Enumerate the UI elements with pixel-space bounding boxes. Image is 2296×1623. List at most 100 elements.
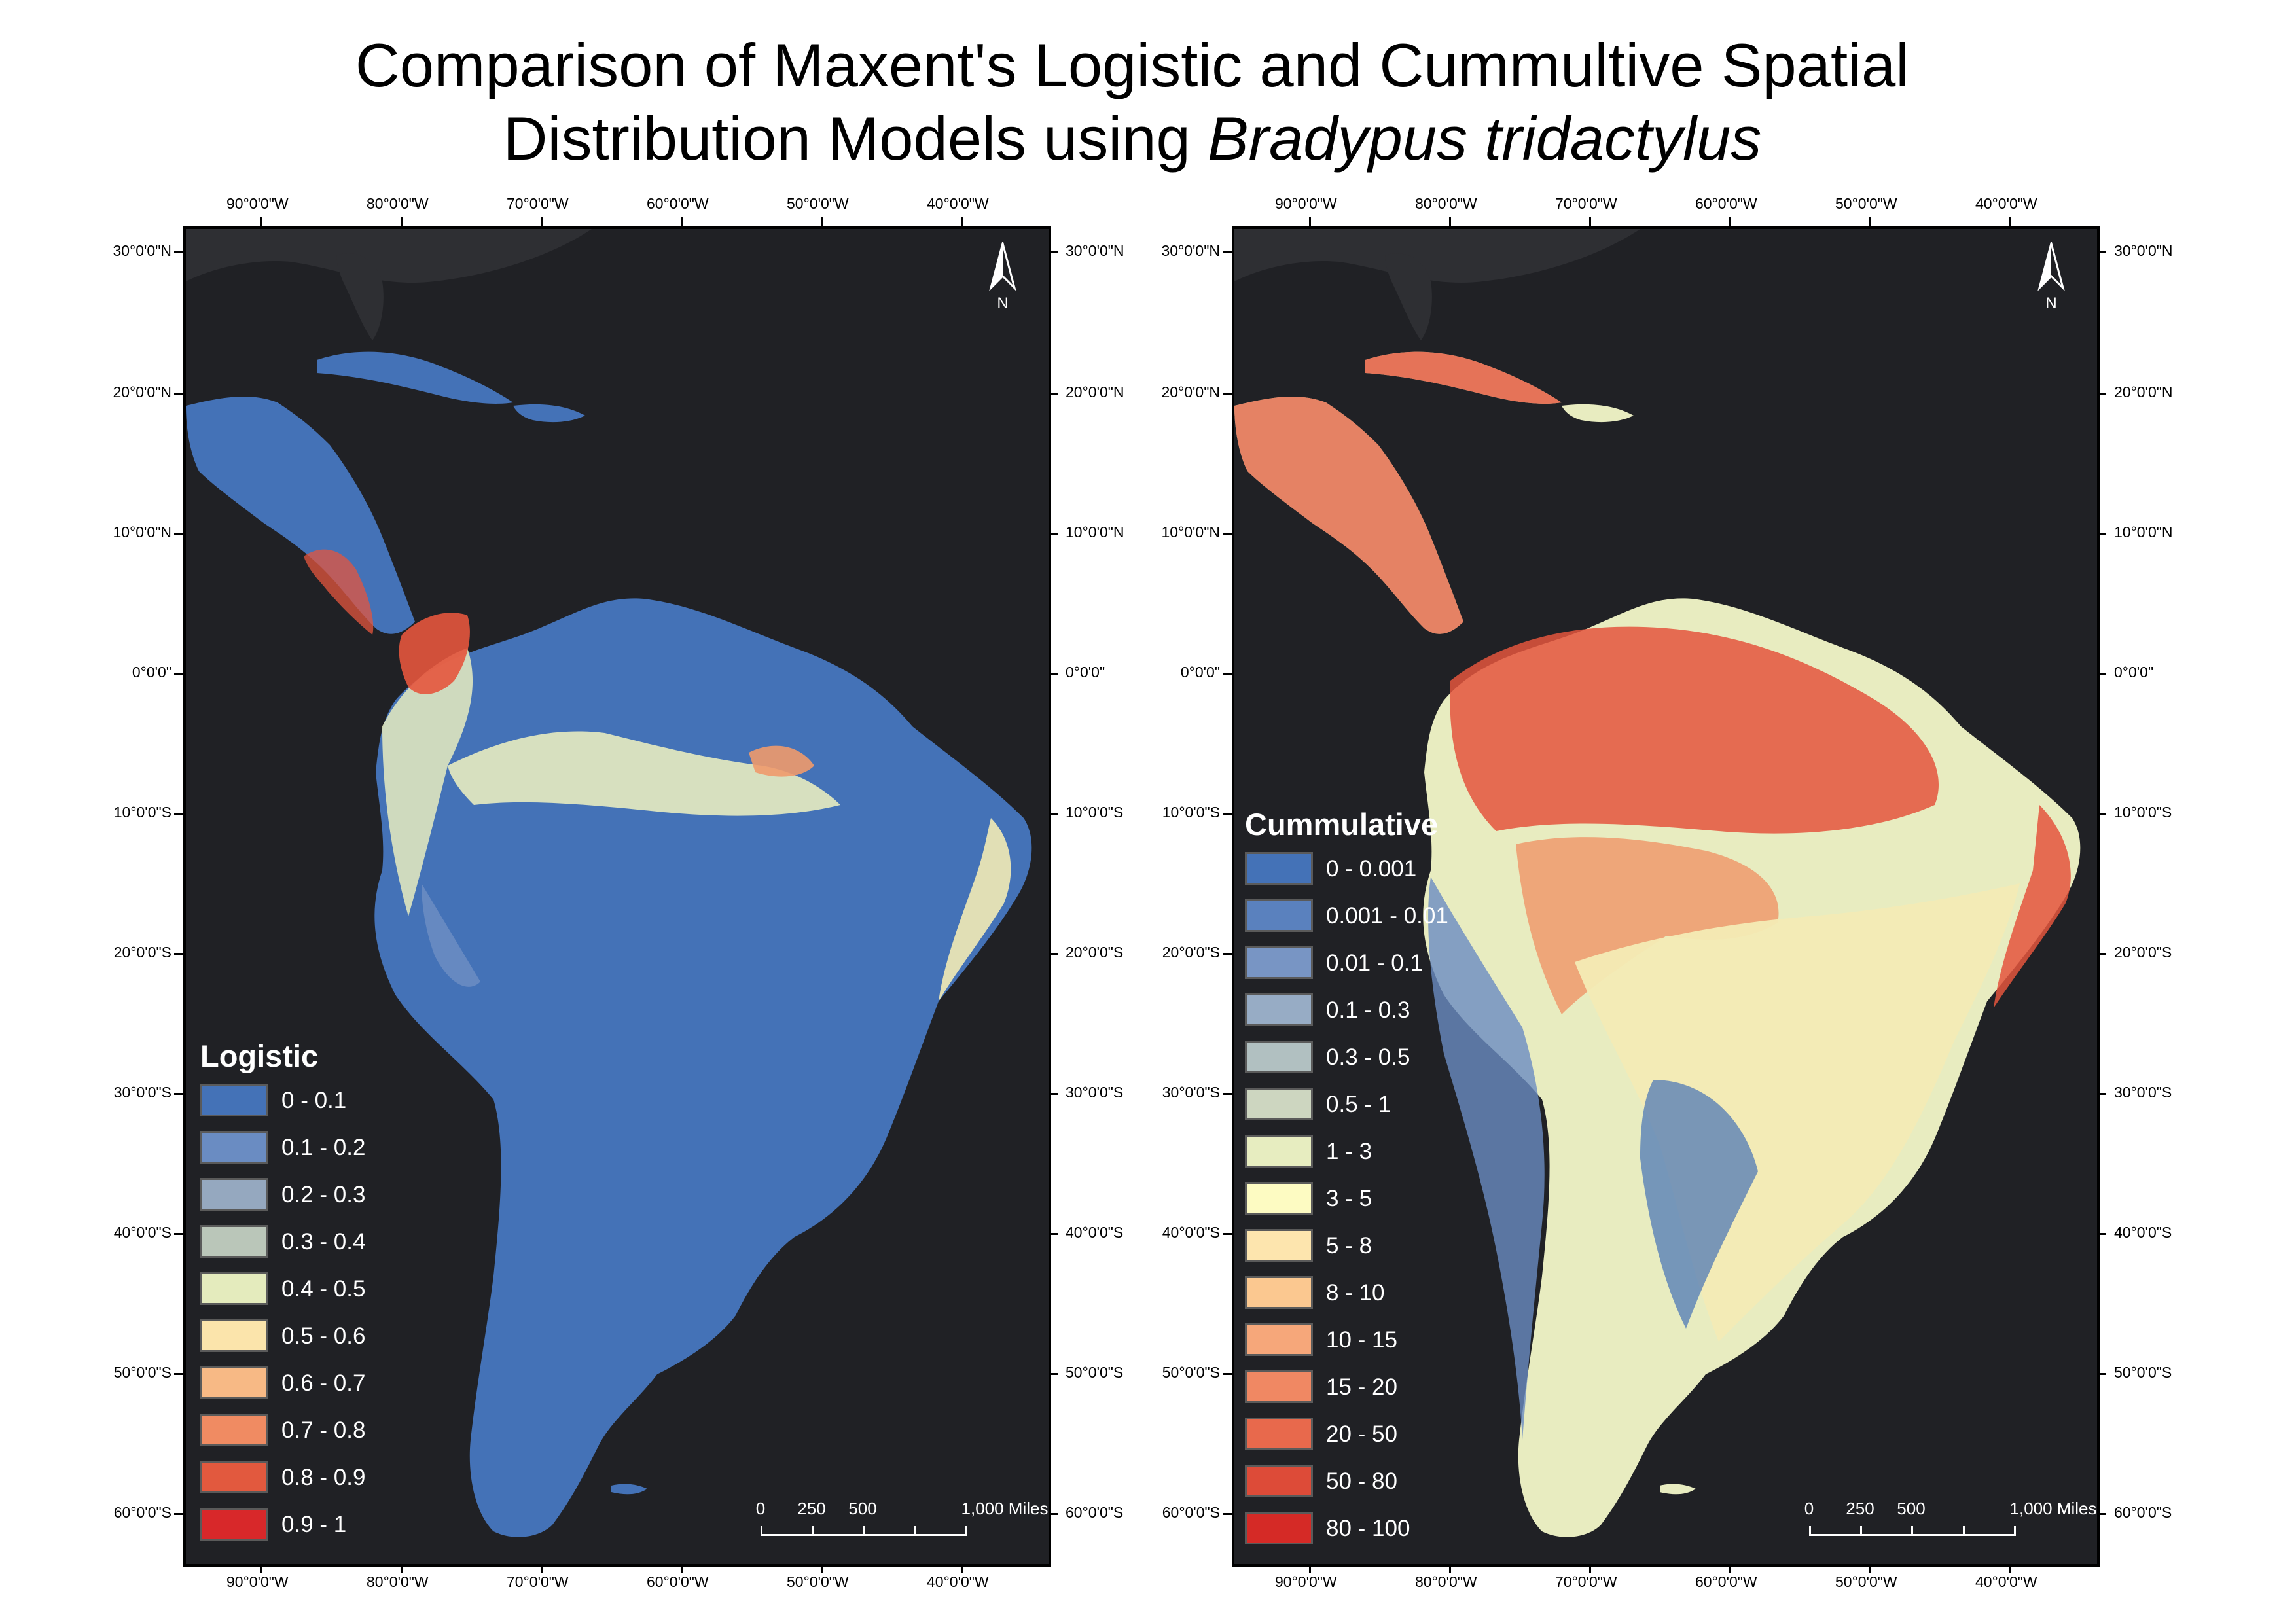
legend-item: 3 - 5 bbox=[1245, 1182, 1638, 1220]
legend-swatch bbox=[1245, 1465, 1313, 1497]
title-line-1: Comparison of Maxent's Logistic and Cumm… bbox=[355, 31, 1910, 99]
legend-swatch bbox=[200, 1084, 268, 1116]
scale-label: 1,000 Miles bbox=[961, 1499, 1049, 1518]
legend-label: 0.001 - 0.01 bbox=[1326, 903, 1448, 929]
latitude-tick bbox=[1223, 1093, 1232, 1095]
legend-label: 0.1 - 0.2 bbox=[281, 1135, 366, 1160]
latitude-tick bbox=[1049, 953, 1058, 955]
latitude-tick bbox=[174, 953, 183, 955]
legend-label: 0 - 0.1 bbox=[281, 1088, 347, 1113]
legend-item: 0.7 - 0.8 bbox=[200, 1414, 593, 1452]
legend-item: 80 - 100 bbox=[1245, 1512, 1638, 1550]
latitude-tick bbox=[174, 251, 183, 253]
legend-item: 50 - 80 bbox=[1245, 1465, 1638, 1503]
latitude-tick bbox=[1049, 1373, 1058, 1375]
longitude-tick bbox=[1729, 1564, 1731, 1573]
latitude-tick bbox=[1223, 533, 1232, 535]
hispaniola-region bbox=[1562, 404, 1634, 423]
title-species: Bradypus tridactylus bbox=[1207, 104, 1762, 173]
latitude-label: 30°0'0"S bbox=[1066, 1084, 1124, 1101]
longitude-tick bbox=[401, 1564, 403, 1573]
scale-label: 250 bbox=[1846, 1499, 1874, 1518]
legend-item: 0.2 - 0.3 bbox=[200, 1178, 593, 1216]
cumulative-legend: Cummulative 0 - 0.001 0.001 - 0.01 0.01 - 0… bbox=[1245, 805, 1448, 1544]
longitude-label: 90°0'0"W bbox=[1275, 195, 1337, 212]
latitude-label: 10°0'0"S bbox=[1162, 804, 1220, 821]
longitude-tick bbox=[1589, 1564, 1591, 1573]
logistic-map-frame: N 0 250 500 1,000 Miles Logistic 0 - 0.1 0.1 - … bbox=[183, 226, 1051, 1567]
scale-tick bbox=[914, 1526, 916, 1536]
latitude-tick bbox=[174, 813, 183, 815]
legend-swatch bbox=[1245, 1135, 1313, 1168]
latitude-label: 60°0'0"S bbox=[113, 1504, 171, 1521]
suitability-zone bbox=[1428, 877, 1545, 1440]
longitude-tick bbox=[541, 217, 543, 226]
longitude-tick bbox=[1869, 1564, 1871, 1573]
suitability-zone bbox=[399, 613, 470, 694]
legend-swatch bbox=[200, 1461, 268, 1493]
longitude-label: 80°0'0"W bbox=[1415, 1573, 1477, 1590]
legend-label: 0.7 - 0.8 bbox=[281, 1418, 366, 1443]
central-america-region bbox=[186, 396, 415, 634]
latitude-label: 60°0'0"S bbox=[2114, 1504, 2172, 1521]
longitude-label: 80°0'0"W bbox=[367, 195, 429, 212]
title-line-2: Distribution Models using Bradypus trida… bbox=[0, 102, 2265, 175]
legend-item: 0.5 - 0.6 bbox=[200, 1319, 593, 1357]
longitude-label: 40°0'0"W bbox=[927, 1573, 989, 1590]
legend-title: Logistic bbox=[200, 1039, 319, 1073]
logistic-map-svg bbox=[186, 229, 1032, 1537]
scale-label: 0 bbox=[755, 1499, 766, 1518]
suitability-zone bbox=[1234, 396, 1463, 634]
legend-item: 0.5 - 1 bbox=[1245, 1088, 1638, 1126]
suitability-zone bbox=[448, 731, 840, 816]
longitude-tick bbox=[1309, 1564, 1311, 1573]
legend-swatch bbox=[200, 1272, 268, 1305]
north-label: N bbox=[2045, 294, 2057, 312]
longitude-tick bbox=[260, 217, 262, 226]
scale-tick bbox=[965, 1526, 967, 1536]
scale-bar: 0 250 500 1,000 Miles bbox=[1804, 1499, 2096, 1551]
latitude-label: 40°0'0"S bbox=[113, 1224, 171, 1241]
latitude-tick bbox=[2097, 813, 2106, 815]
cumulative-map-frame: N 0 250 500 1,000 Miles Cummulative 0 - 0.001 0… bbox=[1232, 226, 2100, 1567]
south-america-region bbox=[374, 598, 1032, 1537]
latitude-label: 10°0'0"N bbox=[1066, 524, 1124, 541]
latitude-label: 0°0'0" bbox=[132, 664, 171, 681]
longitude-label: 50°0'0"W bbox=[1835, 1573, 1897, 1590]
latitude-label: 30°0'0"N bbox=[2114, 242, 2173, 259]
legend-item: 15 - 20 bbox=[1245, 1370, 1638, 1408]
scale-tick bbox=[2014, 1526, 2016, 1536]
suitability-zone bbox=[939, 818, 1011, 1001]
title-line-2-plain: Distribution Models using bbox=[503, 104, 1208, 173]
legend-label: 1 - 3 bbox=[1326, 1139, 1372, 1164]
latitude-label: 40°0'0"S bbox=[1066, 1224, 1124, 1241]
latitude-tick bbox=[1223, 1233, 1232, 1235]
latitude-tick bbox=[1049, 533, 1058, 535]
legend-swatch bbox=[1245, 1370, 1313, 1403]
longitude-tick bbox=[1449, 217, 1451, 226]
north-america-land bbox=[1234, 229, 1640, 283]
latitude-label: 10°0'0"N bbox=[2114, 524, 2173, 541]
longitude-tick bbox=[260, 1564, 262, 1573]
latitude-tick bbox=[2097, 1513, 2106, 1515]
suitability-zone bbox=[422, 883, 480, 987]
legend-swatch bbox=[200, 1414, 268, 1446]
longitude-tick bbox=[961, 1564, 963, 1573]
legend-label: 0.3 - 0.4 bbox=[281, 1229, 366, 1255]
longitude-tick bbox=[1729, 217, 1731, 226]
longitude-tick bbox=[1309, 217, 1311, 226]
legend-label: 20 - 50 bbox=[1326, 1421, 1397, 1447]
latitude-tick bbox=[2097, 953, 2106, 955]
legend-label: 0.9 - 1 bbox=[281, 1512, 347, 1537]
legend-swatch bbox=[200, 1366, 268, 1399]
hispaniola-region bbox=[513, 404, 585, 423]
scale-tick bbox=[863, 1526, 865, 1536]
scale-label: 1,000 Miles bbox=[2009, 1499, 2097, 1518]
legend-swatch bbox=[1245, 852, 1313, 885]
legend-label: 0.2 - 0.3 bbox=[281, 1182, 366, 1207]
legend-swatch bbox=[200, 1225, 268, 1258]
longitude-label: 90°0'0"W bbox=[1275, 1573, 1337, 1590]
latitude-label: 10°0'0"N bbox=[1161, 524, 1220, 541]
longitude-label: 60°0'0"W bbox=[1695, 1573, 1757, 1590]
latitude-tick bbox=[2097, 251, 2106, 253]
